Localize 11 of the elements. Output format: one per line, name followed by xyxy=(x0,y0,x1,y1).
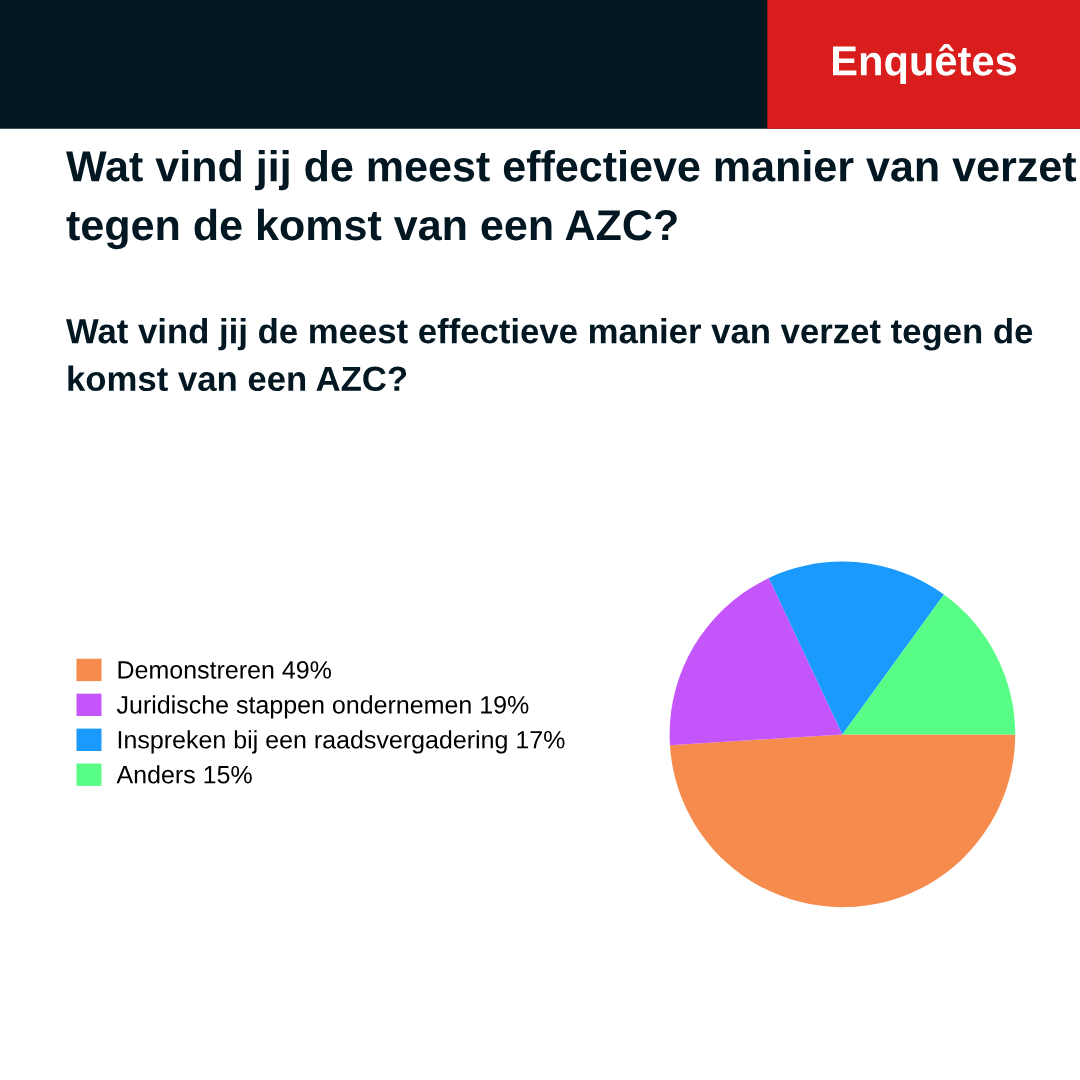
pie-slice xyxy=(842,594,1016,735)
chart-subtitle: Wat vind jij de meest effectieve manier van verzet tegen de komst van een AZC? xyxy=(66,318,1033,392)
legend-label: Juridische stappen ondernemen 19% xyxy=(116,695,529,719)
pie-slice xyxy=(669,578,843,746)
legend-label: Inspreken bij een raadsvergadering 17% xyxy=(118,730,565,754)
text: Enquêtes xyxy=(833,44,1017,84)
legend-label: Demonstreren 49% xyxy=(118,661,331,679)
legend-label: Anders 15% xyxy=(116,765,252,784)
chart-title: Wat vind jij de meest effectieve manier van verzet tegen de komst van een AZC? xyxy=(66,150,1077,250)
pie-slice xyxy=(669,734,1016,908)
pie-slice xyxy=(768,561,944,735)
